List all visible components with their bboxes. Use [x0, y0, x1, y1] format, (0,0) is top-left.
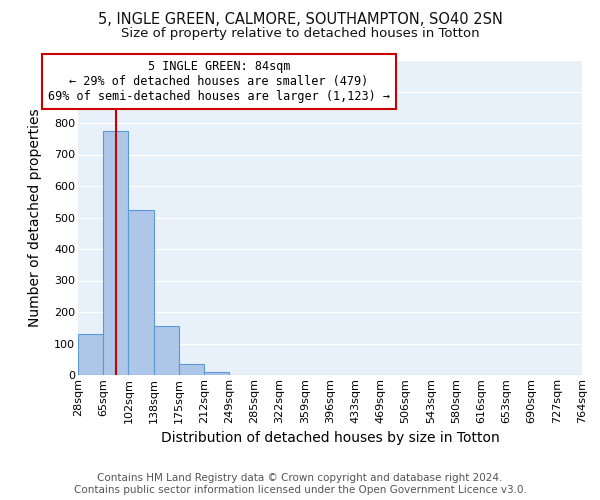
Text: 5 INGLE GREEN: 84sqm
← 29% of detached houses are smaller (479)
69% of semi-deta: 5 INGLE GREEN: 84sqm ← 29% of detached h… [48, 60, 390, 103]
Text: 5, INGLE GREEN, CALMORE, SOUTHAMPTON, SO40 2SN: 5, INGLE GREEN, CALMORE, SOUTHAMPTON, SO… [98, 12, 502, 28]
X-axis label: Distribution of detached houses by size in Totton: Distribution of detached houses by size … [161, 431, 499, 445]
Bar [78, 334, 103, 375]
Bar [179, 364, 204, 375]
Bar [103, 131, 128, 375]
Bar [128, 210, 154, 375]
Text: Contains HM Land Registry data © Crown copyright and database right 2024.
Contai: Contains HM Land Registry data © Crown c… [74, 474, 526, 495]
Y-axis label: Number of detached properties: Number of detached properties [28, 108, 41, 327]
Bar [204, 372, 229, 375]
Bar [154, 326, 179, 375]
Text: Size of property relative to detached houses in Totton: Size of property relative to detached ho… [121, 28, 479, 40]
